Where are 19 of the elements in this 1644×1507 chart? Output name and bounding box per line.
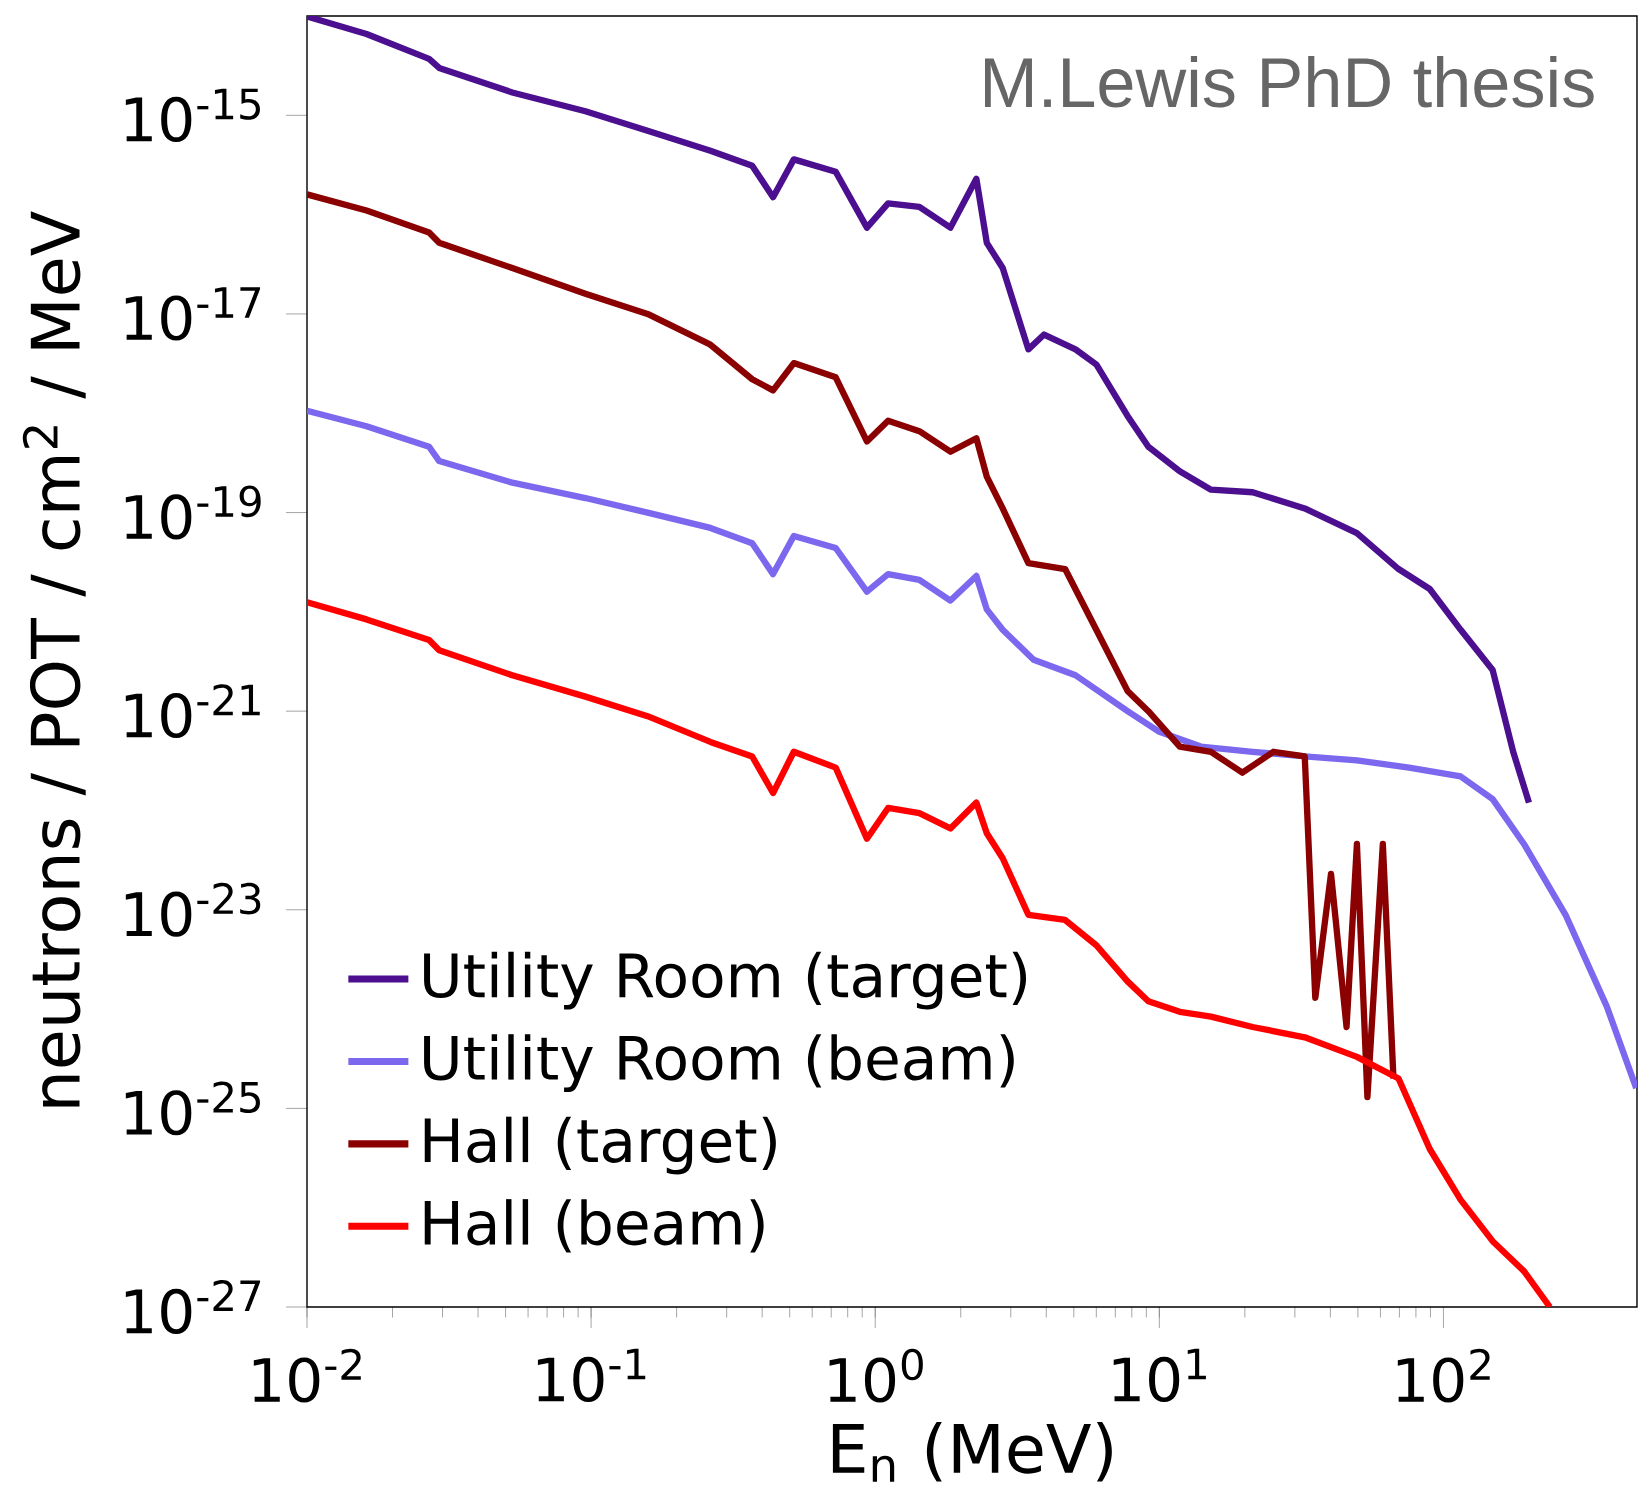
y-tick-label: 10$^{-25}$ (125, 1081, 260, 1136)
legend-label: Hall (beam) (424, 1199, 764, 1253)
legend-label: Hall (target) (424, 1116, 776, 1175)
y-tick-label: 10$^{-21}$ (125, 684, 260, 739)
legend-label: Utility Room (beam) (424, 1034, 1014, 1093)
x-tick-label: 10$^{1}$ (1113, 1348, 1206, 1403)
x-tick-label: 10$^{-1}$ (537, 1348, 646, 1403)
x-tick-label: 10$^{2}$ (1397, 1348, 1490, 1403)
x-tick-label: 10$^{-2}$ (253, 1348, 361, 1403)
legend-label: Utility Room (target) (424, 951, 1027, 1010)
y-tick-label: 10$^{-23}$ (125, 882, 261, 937)
x-axis-title: E$_{n}$ (MeV) (832, 1422, 1112, 1482)
y-tick-label: 10$^{-15}$ (125, 88, 260, 143)
y-axis-title: neutrons / POT / cm$^{2}$ / MeV (22, 211, 86, 1107)
y-tick-label: 10$^{-17}$ (125, 287, 261, 341)
y-tick-label: 10$^{-19}$ (125, 485, 261, 540)
y-tick-label: 10$^{-27}$ (125, 1280, 261, 1334)
annotation: M.Lewis PhD thesis (985, 56, 1594, 108)
x-tick-label: 10$^{0}$ (829, 1348, 923, 1403)
